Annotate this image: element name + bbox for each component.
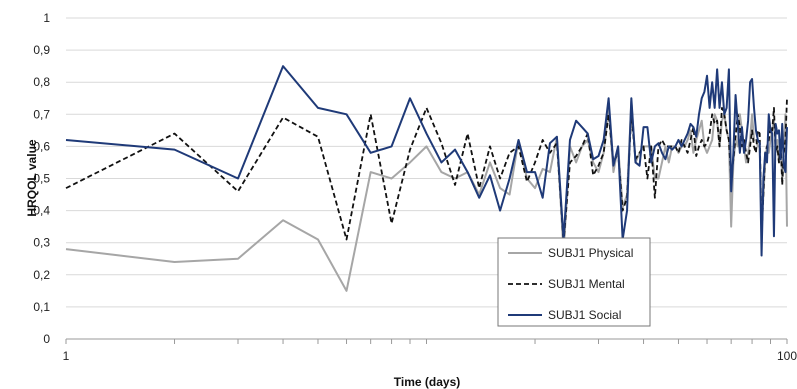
y-tick-label: 0,6	[33, 139, 50, 153]
x-axis-title: Time (days)	[394, 375, 460, 389]
y-tick-label: 0,7	[33, 107, 50, 121]
y-axis-title: HRQOL value	[25, 139, 39, 216]
series-line-subj1-social	[65, 65, 788, 257]
y-tick-label: 0,1	[33, 300, 50, 314]
ticks-layer: 0 0,1 0,2 0,3 0,4 0,5 0,6 0,7 0,8 0,9 1 1 100	[33, 11, 797, 363]
legend-label: SUBJ1 Physical	[548, 246, 633, 260]
y-tick-label: 0,4	[33, 204, 50, 218]
y-tick-label: 0,5	[33, 172, 50, 186]
legend-label: SUBJ1 Social	[548, 308, 621, 322]
y-tick-label: 0	[43, 332, 50, 346]
series-line-subj1-mental	[65, 98, 788, 244]
y-tick-label: 1	[43, 11, 50, 25]
x-tick-label: 100	[777, 349, 797, 363]
y-tick-label: 0,8	[33, 75, 50, 89]
series-layer	[65, 65, 788, 292]
legend: SUBJ1 Physical SUBJ1 Mental SUBJ1 Social	[497, 237, 651, 327]
y-tick-label: 0,3	[33, 236, 50, 250]
x-tick-label: 1	[63, 349, 70, 363]
axes-layer	[65, 338, 788, 344]
y-tick-label: 0,9	[33, 43, 50, 57]
y-tick-label: 0,2	[33, 268, 50, 282]
legend-label: SUBJ1 Mental	[548, 277, 625, 291]
